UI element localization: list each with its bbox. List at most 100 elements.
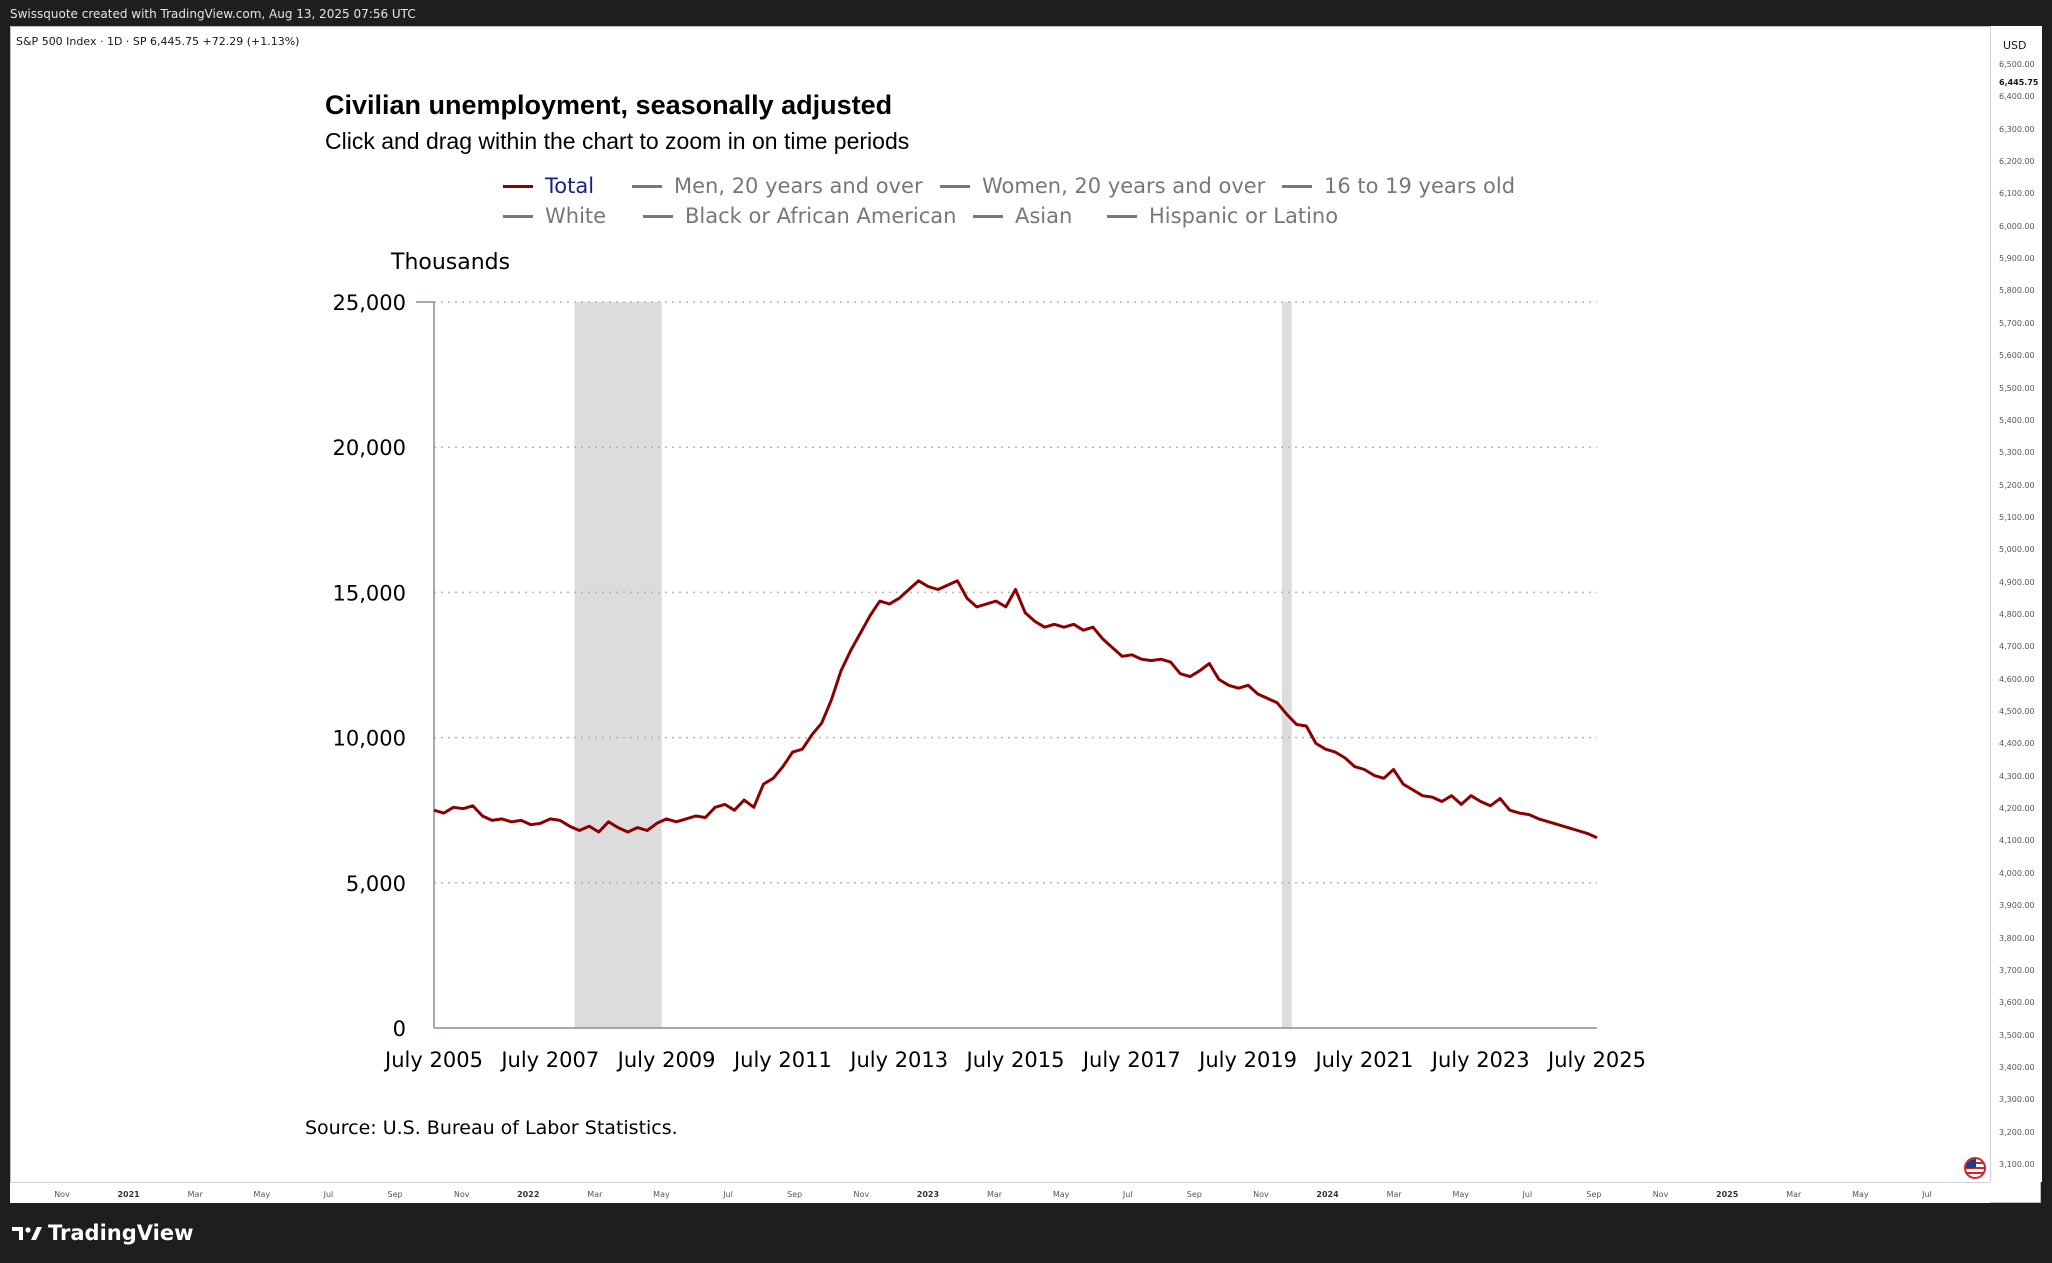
series-line-total	[433, 579, 1598, 840]
price-tick: 4,500.00	[1999, 707, 2035, 717]
price-tick: 4,100.00	[1999, 836, 2035, 846]
symbol-info[interactable]: S&P 500 Index · 1D · SP 6,445.75 +72.29 …	[16, 35, 299, 48]
time-tick: Jul	[1522, 1190, 1533, 1199]
time-tick: Mar	[1386, 1190, 1402, 1199]
legend-swatch	[503, 184, 533, 188]
us-flag-icon[interactable]	[1964, 1157, 1986, 1179]
legend-swatch	[503, 214, 533, 218]
price-tick: 6,100.00	[1999, 189, 2035, 199]
time-tick: Nov	[1253, 1190, 1269, 1199]
time-scale[interactable]: Nov 2021 Mar May Jul Sep Nov 2022 Mar May Jul Sep No…	[10, 1182, 1990, 1204]
legend-item-teens[interactable]: 16 to 19 years old	[1282, 174, 1515, 198]
legend-item-men[interactable]: Men, 20 years and over	[632, 174, 923, 198]
time-tick: Nov	[853, 1190, 870, 1199]
x-tick-label: July 2025	[1546, 1048, 1646, 1072]
time-tick: May	[253, 1190, 271, 1199]
symbol-name: S&P 500 Index · 1D · SP	[16, 35, 147, 48]
price-tick: 3,500.00	[1999, 1030, 2035, 1040]
y-tick-label: 5,000	[346, 872, 406, 896]
time-tick: 2021	[117, 1190, 140, 1199]
time-tick: Jul	[1922, 1190, 1932, 1199]
price-tick: 3,300.00	[1999, 1095, 2035, 1105]
legend-swatch	[1107, 214, 1137, 218]
x-tick-label: July 2013	[848, 1048, 948, 1072]
legend-swatch	[940, 184, 970, 188]
legend-label: Asian	[1015, 204, 1073, 228]
price-tick: 5,700.00	[1999, 318, 2035, 328]
price-tick: 6,200.00	[1999, 157, 2035, 167]
price-tick: 3,600.00	[1999, 998, 2035, 1008]
price-tick: 3,400.00	[1999, 1062, 2035, 1072]
legend-label: Hispanic or Latino	[1149, 204, 1339, 228]
price-tick: 4,600.00	[1999, 674, 2035, 684]
legend-label: Total	[545, 174, 595, 198]
price-tick: 4,300.00	[1999, 771, 2035, 781]
price-tick: 5,100.00	[1999, 512, 2035, 522]
legend-item-white[interactable]: White	[503, 204, 606, 228]
price-tick: 3,800.00	[1999, 933, 2035, 943]
x-tick-label: July 2011	[732, 1048, 832, 1072]
currency-label: USD	[2003, 39, 2027, 52]
y-tick-label: 10,000	[333, 727, 406, 751]
time-tick: 2025	[1716, 1190, 1739, 1199]
x-tick-label: July 2019	[1197, 1048, 1297, 1072]
y-tick-label: 25,000	[333, 291, 406, 315]
price-tick: 3,100.00	[1999, 1160, 2035, 1169]
time-tick: Nov	[54, 1190, 70, 1199]
time-tick: Sep	[1586, 1190, 1602, 1199]
time-tick: Jul	[1122, 1190, 1133, 1199]
time-tick: May	[1052, 1190, 1070, 1199]
price-tick: 5,600.00	[1999, 351, 2035, 361]
time-tick: May	[1452, 1190, 1470, 1199]
price-tick: 6,000.00	[1999, 221, 2035, 231]
time-tick: Sep	[787, 1190, 803, 1199]
legend-swatch	[632, 184, 662, 188]
x-tick-label: July 2015	[965, 1048, 1065, 1072]
x-tick-label: July 2007	[499, 1048, 599, 1072]
x-tick-label: July 2017	[1081, 1048, 1181, 1072]
price-tick: 4,000.00	[1999, 868, 2035, 878]
x-tick-label: July 2023	[1430, 1048, 1530, 1072]
legend-label: White	[545, 204, 607, 228]
y-axis-unit: Thousands	[391, 250, 511, 275]
x-tick-label: July 2005	[383, 1048, 483, 1072]
legend-item-total[interactable]: Total	[503, 174, 594, 198]
time-tick: 2022	[517, 1190, 540, 1199]
price-tick: 5,000.00	[1999, 545, 2035, 555]
time-tick: Mar	[986, 1190, 1003, 1199]
legend-label: Women, 20 years and over	[982, 174, 1266, 198]
time-tick: May	[1852, 1190, 1869, 1199]
y-tick-label: 0	[393, 1017, 406, 1041]
price-scale[interactable]: USD 6,500.00 6,445.75 6,400.00 6,300.00 6,20…	[1990, 26, 2042, 1182]
x-tick-label: July 2009	[616, 1048, 716, 1072]
legend-item-women[interactable]: Women, 20 years and over	[940, 174, 1265, 198]
price-tick: 4,700.00	[1999, 642, 2035, 652]
header-text: Swissquote created with TradingView.com,…	[10, 7, 416, 21]
price-tick: 6,445.75	[1999, 77, 2039, 87]
top-bar: Swissquote created with TradingView.com,…	[0, 0, 2052, 26]
legend-item-hispanic[interactable]: Hispanic or Latino	[1107, 204, 1338, 228]
price-tick: 6,500.00	[1999, 60, 2035, 69]
symbol-price: 6,445.75	[150, 35, 200, 48]
legend-swatch	[1282, 184, 1312, 188]
price-tick: 5,200.00	[1999, 480, 2035, 490]
recession-band	[1282, 302, 1292, 1028]
legend-swatch	[973, 214, 1003, 218]
time-tick: Jul	[323, 1190, 334, 1199]
time-tick: 2023	[916, 1190, 940, 1199]
time-tick: Jul	[723, 1190, 733, 1199]
price-tick: 4,900.00	[1999, 577, 2035, 587]
price-tick: 6,400.00	[1999, 92, 2035, 102]
legend-item-black[interactable]: Black or African American	[643, 204, 956, 228]
price-tick: 4,800.00	[1999, 610, 2035, 619]
tradingview-logo[interactable]: TradingView	[12, 1221, 193, 1245]
price-tick: 4,400.00	[1999, 739, 2035, 749]
chart-source: Source: U.S. Bureau of Labor Statistics.	[305, 1117, 678, 1139]
legend-label: 16 to 19 years old	[1324, 174, 1516, 198]
price-tick: 5,800.00	[1999, 286, 2035, 296]
bottom-bar	[0, 1203, 2052, 1263]
price-tick: 5,300.00	[1999, 448, 2035, 458]
legend-item-asian[interactable]: Asian	[973, 204, 1072, 228]
symbol-change: +72.29 (+1.13%)	[202, 35, 300, 48]
